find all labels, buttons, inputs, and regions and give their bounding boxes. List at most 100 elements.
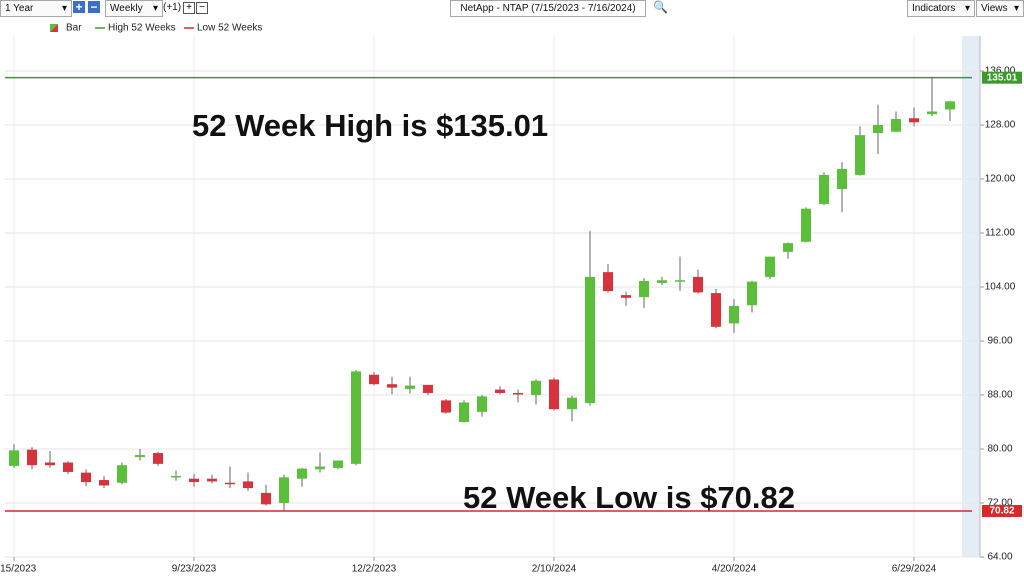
- interval-select[interactable]: Weekly ▾: [105, 0, 163, 17]
- offset-plus[interactable]: +: [183, 2, 195, 14]
- views-menu[interactable]: Views ▾: [976, 0, 1024, 17]
- y-tick-label: 104.00: [985, 282, 1016, 293]
- y-tick-label: 96.00: [987, 336, 1012, 347]
- candle-body: [45, 462, 55, 466]
- dropdown-arrow: ▾: [152, 3, 158, 14]
- x-tick-label: 7/15/2023: [0, 564, 37, 575]
- candle-body: [315, 466, 325, 470]
- candle-body: [9, 450, 19, 466]
- candle-body: [531, 380, 541, 395]
- x-tick-label: 12/2/2023: [352, 564, 397, 575]
- candle-body: [891, 118, 901, 132]
- annotation: 52 Week High is $135.01: [192, 108, 548, 143]
- price-badge-label: 135.01: [987, 72, 1018, 83]
- x-tick-label: 4/20/2024: [712, 564, 757, 575]
- range-text: 1 Year: [5, 3, 34, 14]
- candle-body: [153, 453, 163, 464]
- offset-minus[interactable]: −: [196, 2, 208, 14]
- offset-label: (+1): [163, 2, 182, 13]
- candle-body: [639, 280, 649, 298]
- zoom-out[interactable]: −: [88, 1, 100, 13]
- indicators-text: Indicators: [912, 3, 956, 14]
- y-tick-label: 112.00: [985, 228, 1015, 239]
- candle-body: [747, 281, 757, 306]
- candle-body: [297, 468, 307, 479]
- dropdown-arrow: ▾: [1013, 3, 1019, 14]
- candle-body: [117, 465, 127, 483]
- x-tick-label: 9/23/2023: [172, 564, 217, 575]
- candle-body: [225, 482, 235, 485]
- candle-body: [27, 449, 37, 466]
- symbol-field[interactable]: NetApp - NTAP (7/15/2023 - 7/16/2024): [450, 0, 646, 17]
- annotation: 52 Week Low is $70.82: [463, 480, 795, 515]
- legend-label: Low 52 Weeks: [197, 23, 262, 34]
- candle-body: [63, 462, 73, 472]
- y-tick-label: 136.00: [985, 66, 1016, 77]
- zoom-in[interactable]: +: [73, 1, 85, 13]
- legend-icon: [50, 24, 58, 32]
- candle-body: [621, 295, 631, 298]
- y-tick-label: 80.00: [987, 444, 1012, 455]
- dropdown-arrow: ▾: [61, 3, 67, 14]
- candle-body: [657, 280, 667, 283]
- price-badge-label: 70.82: [989, 506, 1014, 517]
- x-tick-label: 2/10/2024: [532, 564, 577, 575]
- legend-label: Bar: [66, 23, 82, 34]
- candle-body: [837, 168, 847, 190]
- candle-body: [477, 396, 487, 412]
- candle-body: [783, 243, 793, 252]
- candle-body: [855, 135, 865, 175]
- candle-body: [801, 208, 811, 242]
- chart: Bar 64.00 72.00 80.00 88.00 96.00 104.00 112.0…: [0, 23, 1022, 575]
- candle-body: [729, 305, 739, 324]
- candle-body: [711, 293, 721, 327]
- price-badge: [982, 504, 1022, 517]
- candle-body: [873, 125, 883, 134]
- candle-body: [693, 276, 703, 293]
- candle-body: [819, 174, 829, 204]
- y-tick-label: 128.00: [985, 120, 1016, 131]
- candle-body: [513, 392, 523, 395]
- candle-body: [369, 374, 379, 385]
- candle-body: [405, 385, 415, 389]
- candle-body: [279, 477, 289, 503]
- candle-body: [585, 276, 595, 404]
- candle-body: [441, 400, 451, 413]
- legend-label: High 52 Weeks: [108, 23, 176, 34]
- candle-body: [459, 402, 469, 422]
- candle-body: [99, 480, 109, 486]
- future-shade: [962, 36, 980, 557]
- candle-body: [351, 371, 361, 464]
- candle-body: [567, 397, 577, 410]
- candle-body: [207, 478, 217, 482]
- candle-body: [243, 481, 253, 489]
- candle-body: [909, 118, 919, 123]
- y-tick-label: 88.00: [987, 390, 1012, 401]
- candle-body: [603, 272, 613, 292]
- x-tick-label: 6/29/2024: [892, 564, 937, 575]
- candle-body: [765, 256, 775, 277]
- indicators-menu[interactable]: Indicators ▾: [907, 0, 975, 17]
- y-tick-label: 72.00: [987, 498, 1012, 509]
- candle-body: [387, 384, 397, 388]
- candle-body: [171, 476, 181, 478]
- interval-text: Weekly: [110, 3, 143, 14]
- range-select[interactable]: 1 Year ▾: [0, 0, 72, 17]
- candle-body: [135, 455, 145, 458]
- search-icon[interactable]: 🔍: [653, 0, 668, 14]
- candle-body: [675, 280, 685, 282]
- dropdown-arrow: ▾: [964, 3, 970, 14]
- y-tick-label: 64.00: [987, 552, 1012, 563]
- price-badge: [982, 71, 1022, 84]
- candle-body: [261, 492, 271, 505]
- candle-body: [189, 478, 199, 483]
- candle-body: [945, 101, 955, 110]
- candle-body: [495, 389, 505, 393]
- candle-body: [549, 379, 559, 410]
- candle-body: [423, 384, 433, 393]
- candle-body: [81, 472, 91, 483]
- candle-body: [927, 111, 937, 115]
- views-text: Views: [981, 3, 1008, 14]
- candle-body: [333, 460, 343, 468]
